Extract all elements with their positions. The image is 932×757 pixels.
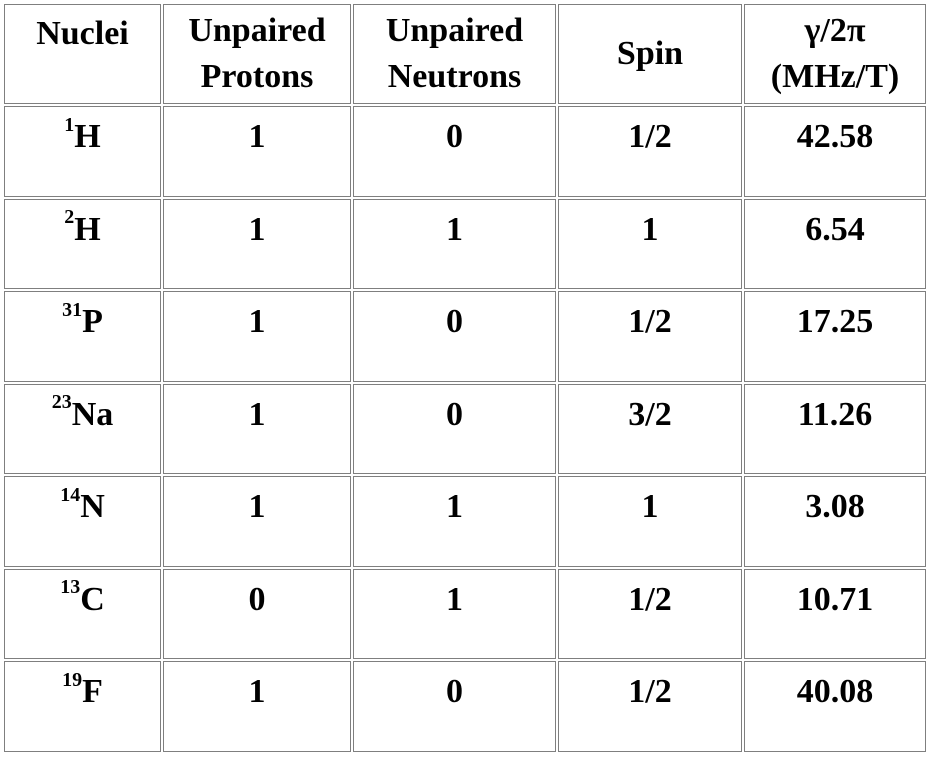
- cell-protons: 1: [163, 291, 351, 382]
- cell-gamma: 11.26: [744, 383, 926, 475]
- nuclide-label: 2H: [64, 206, 101, 252]
- header-unpaired-protons: Unpaired Protons: [163, 4, 351, 104]
- cell-nuclei: 31P: [4, 291, 161, 382]
- cell-nuclei: 23Na: [4, 383, 161, 475]
- header-gamma-line1: γ/2π: [804, 12, 866, 49]
- cell-spin: 1: [558, 198, 742, 290]
- header-gamma-line2: (MHz/T): [770, 58, 900, 95]
- mass-number: 13: [60, 576, 81, 599]
- mass-number: 2: [64, 206, 75, 229]
- element-symbol: P: [82, 303, 103, 341]
- nuclide-label: 14N: [60, 485, 105, 529]
- cell-neutrons: 1: [353, 198, 556, 290]
- cell-gamma: 17.25: [744, 291, 926, 382]
- cell-protons: 1: [163, 198, 351, 290]
- table-row: 23Na 1 0 3/2 11.26: [4, 383, 926, 475]
- header-gyromagnetic-ratio: γ/2π (MHz/T): [744, 4, 926, 104]
- cell-gamma: 42.58: [744, 106, 926, 197]
- table-row: 2H 1 1 1 6.54: [4, 198, 926, 290]
- mass-number: 14: [60, 483, 81, 506]
- header-unpaired-neutrons: Unpaired Neutrons: [353, 4, 556, 104]
- header-nuclei: Nuclei: [4, 4, 161, 104]
- cell-protons: 1: [163, 476, 351, 567]
- header-neutrons-line1: Unpaired: [385, 12, 524, 49]
- table-row: 14N 1 1 1 3.08: [4, 476, 926, 567]
- cell-nuclei: 13C: [4, 568, 161, 660]
- cell-neutrons: 0: [353, 291, 556, 382]
- cell-spin: 1/2: [558, 291, 742, 382]
- cell-neutrons: 0: [353, 106, 556, 197]
- nuclide-label: 31P: [62, 300, 103, 344]
- cell-gamma: 3.08: [744, 476, 926, 567]
- cell-spin: 3/2: [558, 383, 742, 475]
- cell-neutrons: 1: [353, 568, 556, 660]
- cell-gamma: 6.54: [744, 198, 926, 290]
- element-symbol: H: [74, 118, 101, 155]
- header-spin: Spin: [558, 4, 742, 104]
- header-neutrons-line2: Neutrons: [387, 58, 522, 95]
- nuclide-label: 13C: [60, 576, 105, 622]
- header-spin-label: Spin: [616, 35, 684, 72]
- element-symbol: Na: [71, 395, 114, 433]
- table-row: 19F 1 0 1/2 40.08: [4, 661, 926, 752]
- cell-neutrons: 0: [353, 661, 556, 752]
- cell-protons: 0: [163, 568, 351, 660]
- cell-neutrons: 1: [353, 476, 556, 567]
- element-symbol: C: [80, 580, 105, 618]
- mass-number: 31: [62, 298, 83, 321]
- cell-spin: 1/2: [558, 661, 742, 752]
- header-protons-line1: Unpaired: [188, 12, 326, 49]
- mass-number: 19: [62, 669, 83, 692]
- table-row: 1H 1 0 1/2 42.58: [4, 106, 926, 197]
- header-protons-line2: Protons: [200, 58, 314, 95]
- cell-protons: 1: [163, 106, 351, 197]
- mass-number: 1: [64, 113, 75, 136]
- table-header-row: Nuclei Unpaired Protons Unpaired Neutron…: [4, 4, 926, 104]
- mass-number: 23: [51, 391, 72, 414]
- nuclide-label: 19F: [62, 670, 103, 714]
- header-nuclei-label: Nuclei: [36, 15, 129, 52]
- nuclide-label: 1H: [64, 115, 100, 159]
- element-symbol: H: [74, 210, 101, 248]
- cell-spin: 1/2: [558, 568, 742, 660]
- element-symbol: N: [80, 488, 105, 526]
- element-symbol: F: [82, 673, 103, 711]
- table-row: 13C 0 1 1/2 10.71: [4, 568, 926, 660]
- cell-neutrons: 0: [353, 383, 556, 475]
- cell-protons: 1: [163, 661, 351, 752]
- cell-protons: 1: [163, 383, 351, 475]
- cell-nuclei: 1H: [4, 106, 161, 197]
- cell-nuclei: 14N: [4, 476, 161, 567]
- table-row: 31P 1 0 1/2 17.25: [4, 291, 926, 382]
- cell-spin: 1/2: [558, 106, 742, 197]
- cell-gamma: 40.08: [744, 661, 926, 752]
- cell-gamma: 10.71: [744, 568, 926, 660]
- nuclide-label: 23Na: [51, 391, 114, 437]
- cell-spin: 1: [558, 476, 742, 567]
- cell-nuclei: 2H: [4, 198, 161, 290]
- cell-nuclei: 19F: [4, 661, 161, 752]
